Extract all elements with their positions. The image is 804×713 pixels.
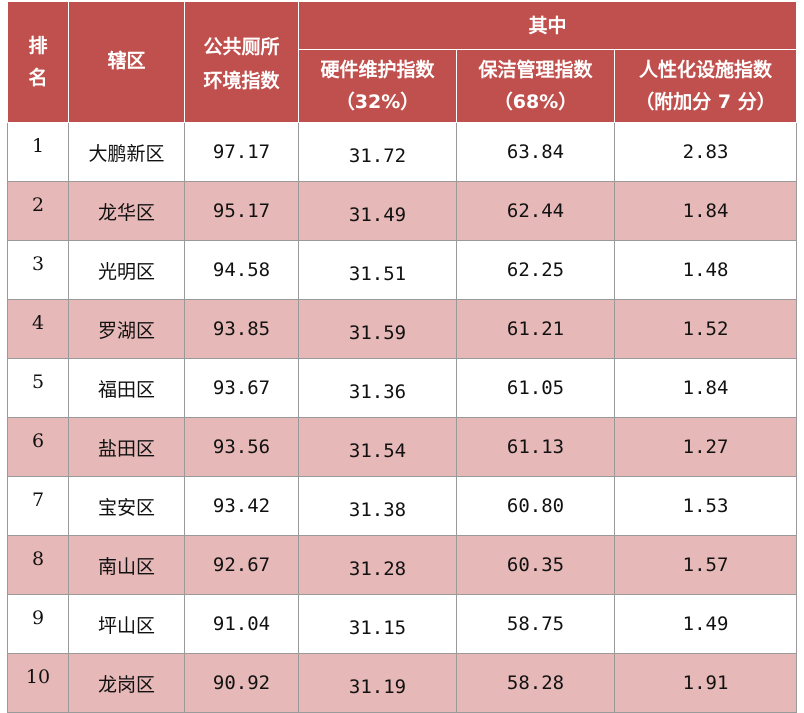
header-rank-line2: 名 [28,67,48,89]
cell-cleaning: 62.25 [456,240,615,300]
table-row: 7 宝安区 93.42 31.38 60.80 1.53 [7,476,798,536]
cell-district: 坪山区 [68,594,185,654]
cell-overall: 93.56 [184,417,299,477]
cell-hardware: 31.59 [298,299,457,359]
cell-cleaning: 63.84 [456,122,615,182]
page: 排 名 辖区 公共厕所 环境指数 其中 硬件维护指数 （32%） 保洁管理指数 … [7,1,798,713]
header-district: 辖区 [68,1,185,123]
cell-rank: 10 [7,653,69,713]
cell-district: 罗湖区 [68,299,185,359]
header-humanized-line1: 人性化设施指数 [639,59,773,81]
cell-humanized: 2.83 [613,122,798,182]
table-row: 3 光明区 94.58 31.51 62.25 1.48 [7,240,798,300]
header-overall-line2: 环境指数 [203,70,280,92]
header-group-label: 其中 [528,14,567,37]
cell-hardware: 31.36 [298,358,457,418]
ranking-table: 排 名 辖区 公共厕所 环境指数 其中 硬件维护指数 （32%） 保洁管理指数 … [7,1,798,713]
table-row: 6 盐田区 93.56 31.54 61.13 1.27 [7,417,798,477]
cell-rank: 3 [7,240,69,300]
cell-humanized: 1.49 [613,594,798,654]
cell-district: 光明区 [68,240,185,300]
cell-overall: 93.85 [184,299,299,359]
cell-cleaning: 61.13 [456,417,615,477]
cell-rank: 4 [7,299,69,359]
cell-rank: 9 [7,594,69,654]
cell-hardware: 31.49 [298,181,457,241]
cell-district: 龙岗区 [68,653,185,713]
cell-district: 盐田区 [68,417,185,477]
cell-cleaning: 62.44 [456,181,615,241]
header-hardware-line2: （32%） [335,91,420,113]
cell-humanized: 1.57 [613,535,798,595]
cell-overall: 90.92 [184,653,299,713]
cell-humanized: 1.91 [613,653,798,713]
cell-district: 宝安区 [68,476,185,536]
cell-hardware: 31.38 [298,476,457,536]
cell-rank: 5 [7,358,69,418]
table-row: 5 福田区 93.67 31.36 61.05 1.84 [7,358,798,418]
cell-district: 南山区 [68,535,185,595]
cell-hardware: 31.51 [298,240,457,300]
cell-hardware: 31.15 [298,594,457,654]
table-header: 排 名 辖区 公共厕所 环境指数 其中 硬件维护指数 （32%） 保洁管理指数 … [7,1,798,123]
header-district-label: 辖区 [107,50,146,72]
cell-district: 龙华区 [68,181,185,241]
cell-humanized: 1.27 [613,417,798,477]
cell-rank: 2 [7,181,69,241]
cell-overall: 94.58 [184,240,299,300]
header-rank: 排 名 [7,1,69,123]
cell-cleaning: 60.35 [456,535,615,595]
cell-cleaning: 58.28 [456,653,615,713]
cell-cleaning: 61.05 [456,358,615,418]
header-humanized-index: 人性化设施指数 （附加分 7 分） [613,49,798,123]
table-body: 1 大鹏新区 97.17 31.72 63.84 2.83 2 龙华区 95.1… [7,122,798,713]
header-hardware-index: 硬件维护指数 （32%） [298,49,457,123]
header-cleaning-index: 保洁管理指数 （68%） [456,49,615,123]
header-overall-index: 公共厕所 环境指数 [184,1,299,123]
header-cleaning-line1: 保洁管理指数 [478,59,593,81]
table-row: 1 大鹏新区 97.17 31.72 63.84 2.83 [7,122,798,182]
header-overall-line1: 公共厕所 [203,36,280,58]
header-humanized-line2: （附加分 7 分） [635,91,776,113]
cell-overall: 93.67 [184,358,299,418]
cell-cleaning: 58.75 [456,594,615,654]
cell-overall: 95.17 [184,181,299,241]
cell-rank: 1 [7,122,69,182]
cell-hardware: 31.54 [298,417,457,477]
cell-humanized: 1.52 [613,299,798,359]
cell-rank: 6 [7,417,69,477]
cell-overall: 93.42 [184,476,299,536]
cell-humanized: 1.48 [613,240,798,300]
cell-humanized: 1.53 [613,476,798,536]
cell-overall: 92.67 [184,535,299,595]
table-row: 9 坪山区 91.04 31.15 58.75 1.49 [7,594,798,654]
cell-overall: 91.04 [184,594,299,654]
cell-rank: 8 [7,535,69,595]
header-hardware-line1: 硬件维护指数 [320,59,435,81]
cell-humanized: 1.84 [613,181,798,241]
cell-hardware: 31.19 [298,653,457,713]
cell-cleaning: 60.80 [456,476,615,536]
cell-hardware: 31.72 [298,122,457,182]
table-row: 4 罗湖区 93.85 31.59 61.21 1.52 [7,299,798,359]
table-row: 2 龙华区 95.17 31.49 62.44 1.84 [7,181,798,241]
cell-district: 大鹏新区 [68,122,185,182]
header-group: 其中 [297,1,798,50]
cell-district: 福田区 [68,358,185,418]
table-row: 10 龙岗区 90.92 31.19 58.28 1.91 [7,653,798,713]
cell-cleaning: 61.21 [456,299,615,359]
cell-overall: 97.17 [184,122,299,182]
table-row: 8 南山区 92.67 31.28 60.35 1.57 [7,535,798,595]
header-cleaning-line2: （68%） [493,91,578,113]
header-rank-line1: 排 [28,35,48,57]
cell-rank: 7 [7,476,69,536]
cell-humanized: 1.84 [613,358,798,418]
cell-hardware: 31.28 [298,535,457,595]
